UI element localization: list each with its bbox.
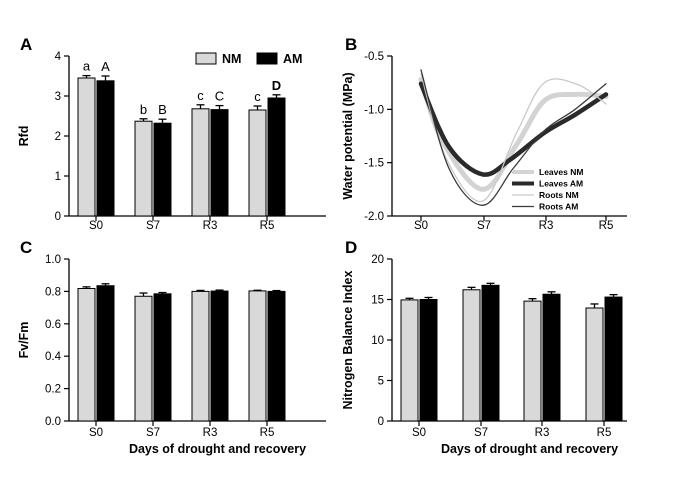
y-tick-label: -0.5 [364, 51, 384, 63]
x-tick-label: R3 [203, 427, 218, 439]
x-tick-label: S0 [89, 427, 103, 439]
legend-label-am: AM [283, 52, 302, 66]
bar-am [210, 290, 229, 422]
y-tick-label: 4 [55, 51, 62, 63]
line-leaves-am [418, 81, 609, 177]
panel-label: D [345, 238, 357, 257]
significance-letter: C [215, 89, 224, 104]
y-tick-label: 1.0 [45, 254, 61, 266]
x-tick-label: R3 [539, 220, 554, 232]
y-tick-label: 1 [55, 171, 61, 183]
x-tick-label: S7 [477, 220, 491, 232]
y-axis-title: Nitrogen Balance Index [341, 270, 355, 409]
x-tick-label: S7 [474, 427, 488, 439]
y-tick-label: 5 [378, 376, 384, 388]
legend-label-roots-nm: Roots NM [539, 190, 579, 200]
x-tick-label: R5 [599, 220, 614, 232]
legend-swatch-nm [195, 52, 217, 65]
bar-am [96, 80, 115, 217]
y-tick-label: 0.8 [45, 286, 61, 298]
x-tick-label: S0 [412, 427, 426, 439]
bar-am [153, 122, 172, 217]
significance-letter: c [197, 88, 204, 103]
significance-letter: b [140, 102, 147, 117]
bar-am [481, 284, 500, 422]
x-tick-label: S7 [146, 220, 160, 232]
bar-am [210, 109, 229, 217]
bar-nm [77, 77, 96, 217]
y-tick-label: 0.6 [45, 319, 61, 331]
line-roots-nm [420, 73, 607, 203]
y-tick-label: -1.5 [364, 158, 384, 170]
y-tick-label: -1.0 [364, 104, 384, 116]
bar-nm [77, 287, 96, 422]
x-tick-label: R3 [203, 220, 218, 232]
x-tick-label: S0 [89, 220, 103, 232]
panel-a: A 0 1 2 3 4 S0 S7 R3 R5 Rfd a b c c A B C D NM AM [17, 35, 326, 232]
legend-label-leaves-am: Leaves AM [539, 179, 583, 189]
panel-label: B [345, 35, 357, 54]
bar-am [604, 296, 623, 422]
significance-letter: B [158, 102, 167, 117]
bar-am [96, 285, 115, 422]
bar-nm [134, 120, 153, 217]
x-tick-label: R3 [535, 427, 550, 439]
legend-swatch-am [256, 52, 278, 65]
line-roots-am [420, 69, 607, 206]
x-tick-label: R5 [597, 427, 612, 439]
y-tick-label: 10 [371, 335, 384, 347]
y-tick-label: 15 [371, 295, 384, 307]
y-tick-label: 0 [55, 211, 61, 223]
bar-am [267, 290, 286, 422]
panel-c: C 0.0 0.2 0.4 0.6 0.8 1.0 S0 S7 R3 R5 Fv/Fm Days of … [17, 238, 326, 456]
bar-am [419, 299, 438, 422]
bar-nm [585, 307, 604, 422]
y-tick-label: 0 [378, 416, 384, 428]
panel-label: A [20, 35, 32, 54]
x-axis-title: Days of drought and recovery [441, 442, 618, 456]
bar-nm [191, 108, 210, 217]
x-tick-label: S7 [146, 427, 160, 439]
bar-am [267, 97, 286, 217]
x-tick-label: R5 [260, 220, 275, 232]
bar-nm [134, 295, 153, 422]
x-tick-label: S0 [414, 220, 428, 232]
y-axis-title: Water potential (MPa) [341, 72, 355, 199]
significance-letter: A [101, 59, 110, 74]
bar-am [153, 293, 172, 422]
significance-letter: c [254, 89, 261, 104]
bar-nm [248, 109, 267, 217]
bar-nm [523, 300, 542, 422]
y-axis-title: Rfd [17, 126, 31, 147]
panel-label: C [20, 238, 32, 257]
bar-nm [191, 290, 210, 422]
x-tick-label: R5 [260, 427, 275, 439]
significance-letter: D [272, 78, 281, 93]
x-axis-title: Days of drought and recovery [129, 442, 306, 456]
y-tick-label: 0.4 [45, 351, 62, 363]
bar-nm [248, 290, 267, 422]
y-tick-label: -2.0 [364, 211, 384, 223]
y-tick-label: 20 [371, 254, 384, 266]
bar-nm [462, 289, 481, 422]
legend-label-roots-am: Roots AM [539, 202, 578, 212]
panel-b: B -2.0 -1.5 -1.0 -0.5 S0 S7 R3 R5 Water potential… [341, 35, 627, 232]
y-tick-label: 0.2 [45, 384, 61, 396]
bar-nm [400, 299, 419, 422]
significance-letter: a [83, 59, 91, 74]
legend-label-nm: NM [222, 52, 241, 66]
panel-d: D 0 5 10 15 20 S0 S7 R3 R5 Nitrogen Balance Index D… [341, 238, 627, 456]
bar-am [542, 293, 561, 422]
y-tick-label: 2 [55, 131, 61, 143]
line-leaves-nm [418, 77, 609, 192]
y-axis-title: Fv/Fm [17, 322, 31, 359]
legend-label-leaves-nm: Leaves NM [539, 167, 583, 177]
y-tick-label: 0.0 [45, 416, 61, 428]
y-tick-label: 3 [55, 91, 61, 103]
